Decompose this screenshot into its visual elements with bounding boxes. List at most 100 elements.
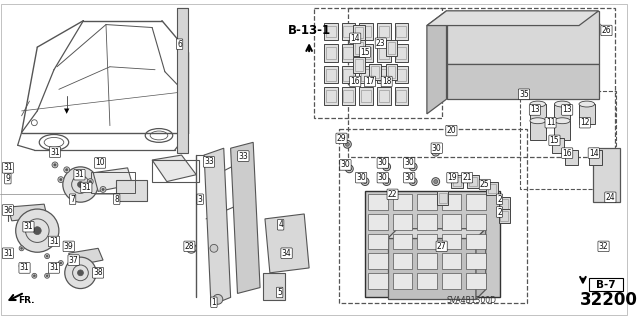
- Text: SVA4B1300D: SVA4B1300D: [446, 296, 496, 305]
- Bar: [500, 199, 508, 209]
- Circle shape: [383, 163, 390, 171]
- Bar: [442, 234, 461, 249]
- Text: 39: 39: [64, 242, 74, 251]
- Bar: [466, 234, 486, 249]
- Ellipse shape: [554, 118, 570, 124]
- Text: FR.: FR.: [18, 296, 34, 305]
- Circle shape: [344, 140, 351, 148]
- Circle shape: [432, 178, 440, 186]
- Bar: [359, 87, 373, 105]
- Text: 23: 23: [376, 39, 385, 48]
- Bar: [339, 129, 527, 303]
- Bar: [369, 64, 381, 79]
- Text: 27: 27: [436, 242, 447, 251]
- Polygon shape: [427, 11, 598, 26]
- Text: 12: 12: [580, 118, 589, 127]
- Text: 9: 9: [5, 174, 10, 183]
- Bar: [353, 40, 365, 56]
- Text: 31: 31: [3, 249, 13, 258]
- Bar: [324, 23, 337, 40]
- Bar: [499, 209, 510, 223]
- Polygon shape: [152, 155, 196, 182]
- Bar: [263, 273, 285, 300]
- Text: 36: 36: [3, 205, 13, 215]
- Bar: [579, 104, 595, 124]
- Circle shape: [16, 209, 59, 252]
- Circle shape: [65, 257, 96, 289]
- Text: 30: 30: [356, 173, 366, 182]
- Polygon shape: [204, 148, 230, 305]
- Bar: [361, 47, 371, 59]
- Circle shape: [385, 165, 388, 169]
- Circle shape: [20, 247, 22, 249]
- Circle shape: [409, 163, 417, 171]
- Bar: [552, 138, 564, 153]
- Bar: [417, 214, 436, 230]
- Text: ▼: ▼: [64, 108, 69, 114]
- Text: 35: 35: [519, 90, 529, 99]
- Bar: [442, 253, 461, 269]
- Circle shape: [186, 243, 196, 253]
- Bar: [361, 26, 371, 37]
- Circle shape: [19, 246, 24, 251]
- Circle shape: [432, 148, 440, 156]
- Bar: [589, 150, 602, 165]
- Text: 3: 3: [198, 195, 203, 204]
- Bar: [417, 253, 436, 269]
- Circle shape: [58, 261, 63, 265]
- Bar: [396, 69, 406, 80]
- Text: 14: 14: [589, 149, 598, 158]
- Bar: [442, 214, 461, 230]
- Text: 7: 7: [70, 195, 75, 204]
- Text: 16: 16: [351, 77, 360, 86]
- Circle shape: [87, 179, 93, 184]
- Bar: [530, 104, 546, 124]
- Text: 38: 38: [93, 268, 103, 277]
- Bar: [488, 183, 495, 193]
- Polygon shape: [427, 11, 447, 114]
- Text: 2: 2: [497, 207, 502, 217]
- Text: 32: 32: [598, 242, 609, 251]
- Circle shape: [46, 255, 48, 257]
- Bar: [392, 214, 412, 230]
- Bar: [466, 214, 486, 230]
- Text: 11: 11: [546, 118, 556, 127]
- Bar: [500, 211, 508, 221]
- Bar: [342, 66, 355, 84]
- Circle shape: [19, 263, 24, 268]
- Bar: [344, 26, 353, 37]
- Circle shape: [33, 275, 35, 277]
- Ellipse shape: [579, 101, 595, 107]
- Text: 28: 28: [185, 242, 194, 251]
- Bar: [442, 194, 461, 210]
- Bar: [392, 273, 412, 289]
- Bar: [499, 197, 510, 211]
- Text: B-7: B-7: [596, 280, 615, 290]
- Bar: [392, 253, 412, 269]
- Bar: [348, 8, 615, 157]
- Text: 29: 29: [337, 134, 346, 143]
- Bar: [344, 90, 353, 102]
- Bar: [396, 26, 406, 37]
- Bar: [469, 177, 477, 187]
- Circle shape: [60, 262, 62, 264]
- Bar: [92, 172, 136, 193]
- Circle shape: [100, 187, 106, 192]
- Text: 34: 34: [282, 249, 291, 258]
- Circle shape: [33, 227, 41, 234]
- Bar: [417, 194, 436, 210]
- Circle shape: [60, 178, 62, 181]
- Polygon shape: [93, 168, 132, 191]
- Bar: [593, 148, 620, 202]
- Bar: [361, 69, 371, 80]
- Text: 16: 16: [563, 149, 572, 158]
- Bar: [365, 191, 500, 297]
- Text: 30: 30: [378, 173, 388, 182]
- Bar: [486, 182, 497, 195]
- Bar: [377, 87, 390, 105]
- Circle shape: [409, 178, 417, 186]
- Bar: [392, 194, 412, 210]
- Circle shape: [54, 164, 56, 166]
- Bar: [589, 278, 623, 292]
- Bar: [368, 253, 388, 269]
